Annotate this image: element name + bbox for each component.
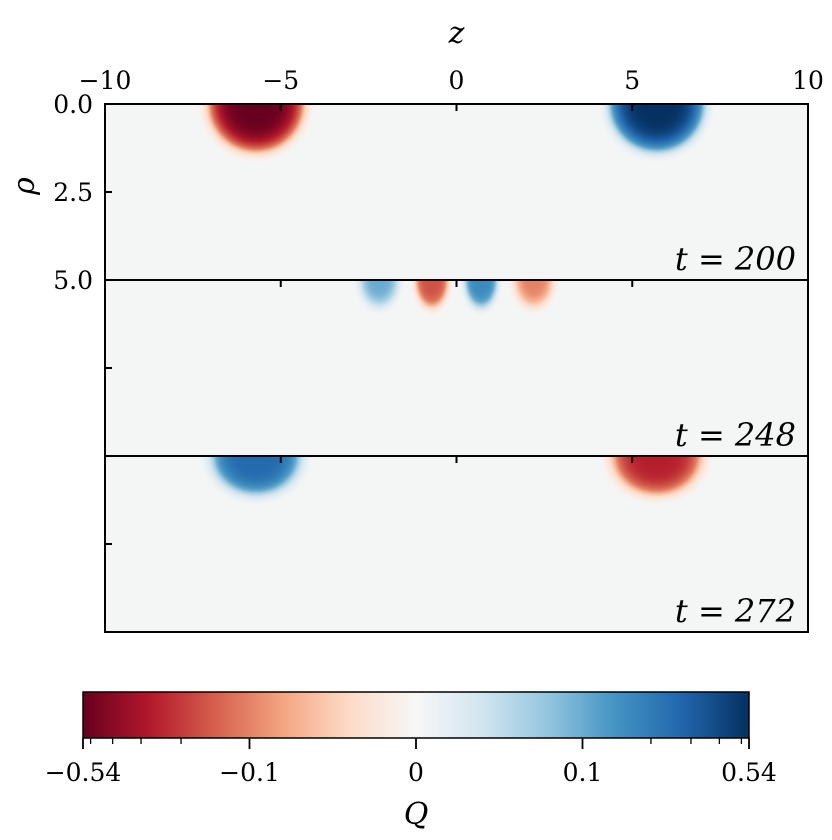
colorbar-tick-label: −0.54 — [45, 758, 122, 787]
x-tick-label: −10 — [79, 66, 132, 95]
colorbar — [82, 691, 750, 739]
colorbar-tick-label: 0.1 — [563, 758, 603, 787]
x-tick-label: 5 — [624, 66, 640, 95]
panel-time-label: t = 272 — [675, 592, 796, 630]
x-tick-label: −5 — [262, 66, 299, 95]
panel-time-label: t = 200 — [675, 240, 796, 278]
heatmap-panel-2 — [105, 280, 808, 456]
x-tick-label: 10 — [792, 66, 824, 95]
colorbar-tick-label: −0.1 — [219, 758, 280, 787]
colorbar-tick-label: 0 — [408, 758, 424, 787]
x-tick-label: 0 — [449, 66, 465, 95]
colorbar-label: Q — [404, 797, 429, 832]
x-axis-label: z — [448, 16, 465, 51]
panels-group — [105, 104, 808, 632]
y-tick-label: 5.0 — [53, 266, 93, 295]
y-tick-label: 2.5 — [53, 178, 93, 207]
axes-group: t = 200 t = 248 t = 272 −10 −5 0 5 10 z 0.0 2.5 5.0… — [7, 16, 824, 633]
panel-time-label: t = 248 — [675, 416, 796, 454]
heatmap-panel-3 — [105, 456, 808, 632]
y-axis-label: ρ — [7, 177, 42, 196]
colorbar-group: −0.54 −0.1 0 0.1 0.54 Q — [45, 691, 777, 832]
y-tick-label: 0.0 — [53, 90, 93, 119]
colorbar-tick-label: 0.54 — [721, 758, 777, 787]
heatmap-panel-1 — [105, 104, 808, 280]
